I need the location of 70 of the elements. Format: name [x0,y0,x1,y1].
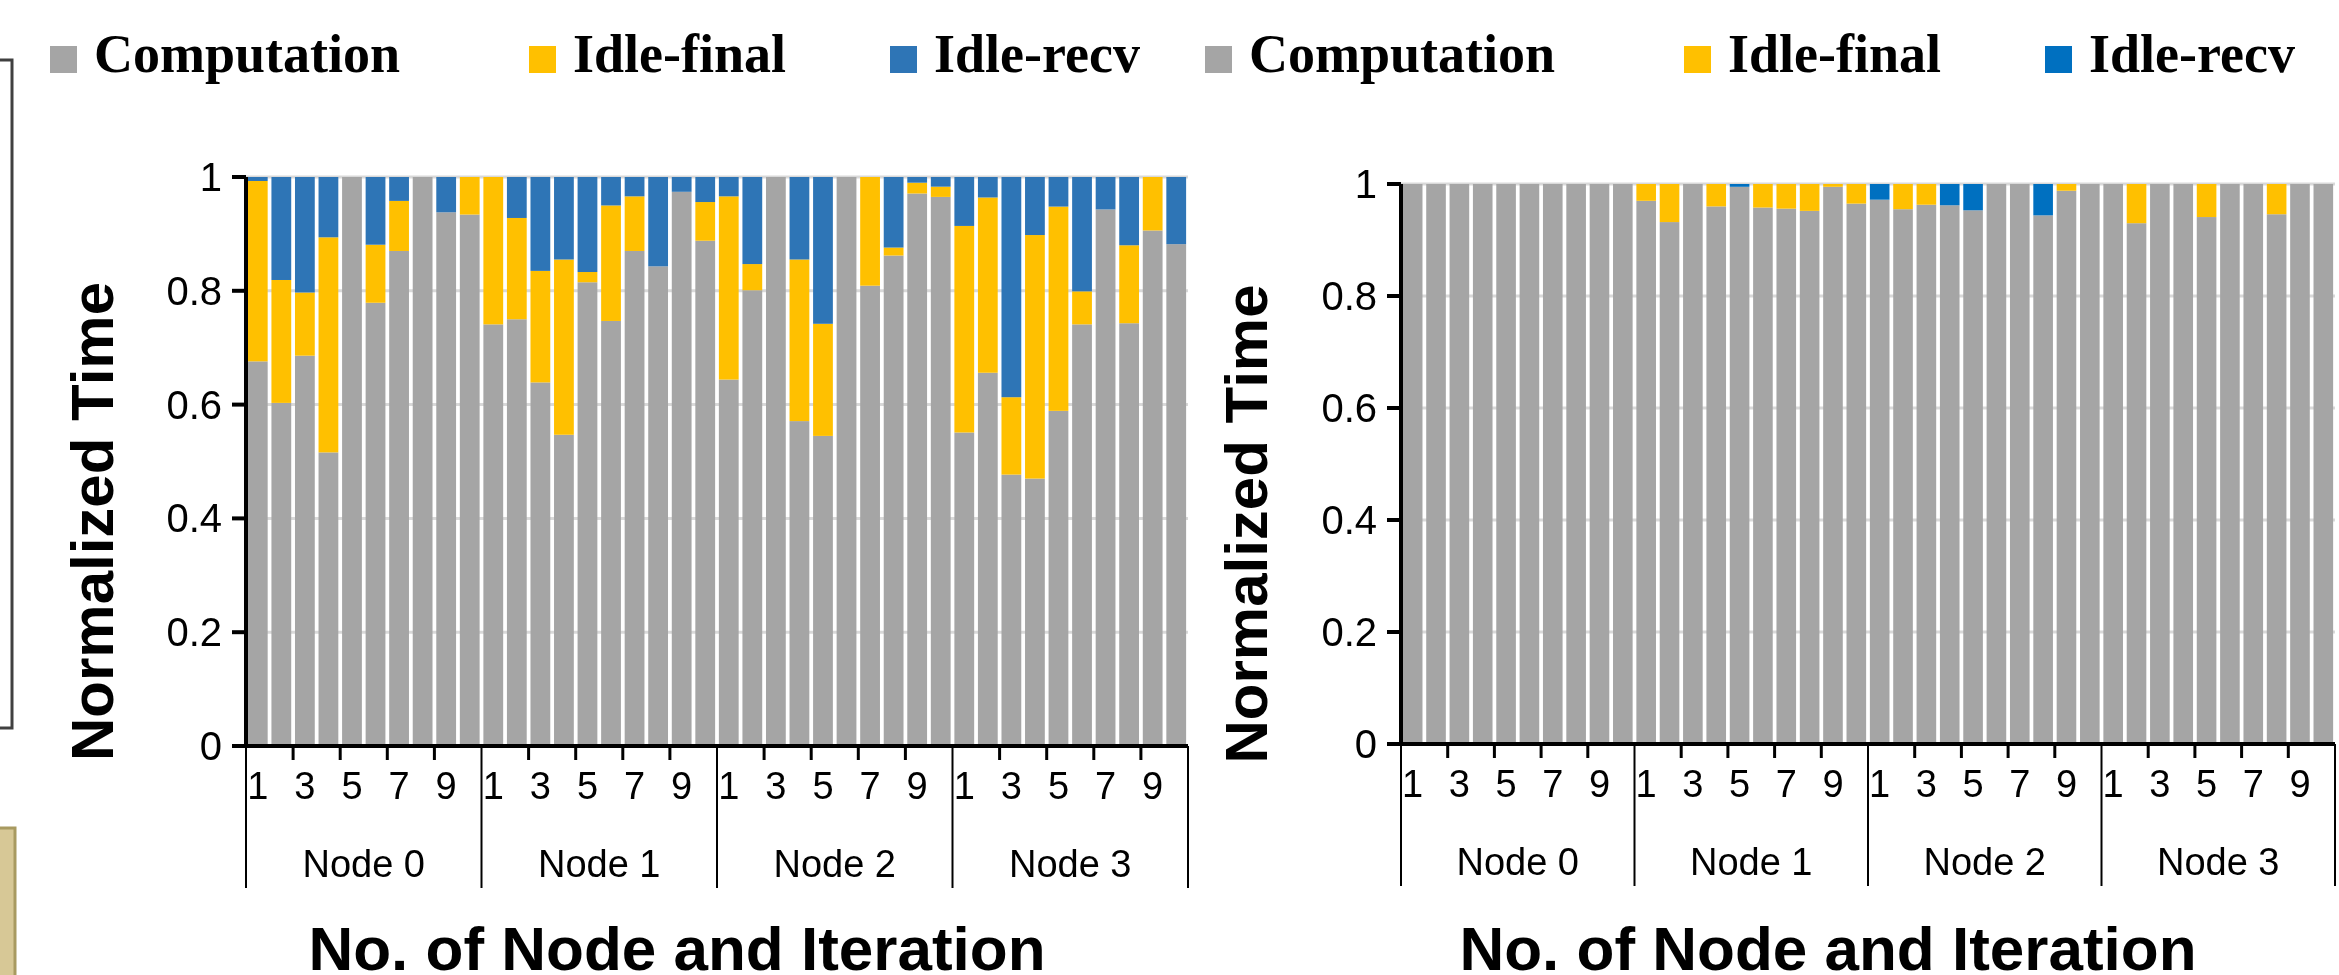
x-tick-label: 1 [482,765,504,807]
x-tick-label: 3 [1000,765,1022,807]
text: Node 1 [1689,841,1813,883]
x-tick-label: 5 [1729,763,1751,805]
y-tick-label: 0 [1354,722,1377,766]
x-tick-label: 5 [1962,763,1984,805]
x-tick-label: 7 [1095,765,1117,807]
x-axis-title: No. of Node and Iteration [1459,913,2197,975]
legend-label: Computation [1249,24,1556,85]
legend-label: Idle-final [573,24,787,85]
x-tick-label: 5 [812,765,834,807]
legend-label: Idle-recv [2089,24,2295,85]
x-tick-label: 3 [765,765,787,807]
text: Node 1 [537,843,661,885]
x-tick-label: 9 [435,765,457,807]
x-tick-label: 9 [2055,763,2078,805]
x-tick-label: 9 [906,765,928,807]
x-tick-label: 5 [576,765,599,807]
y-tick-label: 0.2 [166,610,222,655]
text: Node 0 [302,843,426,885]
legend-label: Computation [94,24,401,85]
x-tick-label: 3 [2149,763,2171,805]
x-tick-label: 5 [1495,763,1517,805]
x-tick-label: 3 [1448,763,1470,805]
x-tick-label: 7 [2009,763,2031,805]
x-tick-label: 1 [247,765,269,807]
y-tick-label: 0.6 [1321,386,1377,430]
x-tick-label: 1 [2102,763,2124,805]
x-tick-label: 1 [953,765,975,807]
y-tick-label: 0.2 [1321,610,1377,654]
text: Node 2 [1923,841,2047,883]
y-tick-label: 0.6 [166,382,222,427]
x-tick-label: 9 [1588,763,1611,805]
text: Node 0 [1456,841,1580,883]
x-tick-label: 7 [388,765,410,807]
x-tick-label: 7 [859,765,881,807]
x-tick-label: 7 [1775,763,1797,805]
x-tick-label: 9 [2289,763,2311,805]
x-tick-label: 9 [671,765,693,807]
x-tick-label: 1 [1635,763,1657,805]
x-tick-label: 1 [1869,763,1891,805]
x-tick-label: 3 [294,765,316,807]
x-tick-label: 5 [341,765,363,807]
text: Node 3 [1008,843,1132,885]
y-tick-label: 0.8 [1321,274,1377,318]
y-tick-label: 0.4 [1321,498,1377,542]
text: Node 2 [773,843,897,885]
y-tick-label: 0.8 [166,268,222,313]
x-tick-label: 1 [1402,763,1424,805]
x-tick-label: 3 [529,765,551,807]
y-axis-title: Normalized Time [1212,284,1280,764]
x-tick-label: 3 [1682,763,1704,805]
x-tick-label: 9 [1142,765,1164,807]
y-tick-label: 1 [199,155,222,199]
y-axis-title: Normalized Time [58,281,126,762]
legend-label: Idle-final [1728,24,1942,85]
legend-label: Idle-recv [934,24,1140,85]
x-tick-label: 1 [718,765,740,807]
text: Node 3 [2156,841,2280,883]
y-tick-label: 1 [1354,162,1377,206]
y-tick-label: 0 [199,724,222,768]
x-tick-label: 7 [624,765,646,807]
y-tick-label: 0.4 [166,496,222,541]
x-axis-title: No. of Node and Iteration [308,913,1046,975]
x-tick-label: 7 [2242,763,2264,805]
x-tick-label: 5 [2196,763,2218,805]
x-tick-label: 5 [1047,765,1070,807]
x-tick-label: 7 [1542,763,1564,805]
x-tick-label: 9 [1822,763,1844,805]
x-tick-label: 3 [1915,763,1937,805]
